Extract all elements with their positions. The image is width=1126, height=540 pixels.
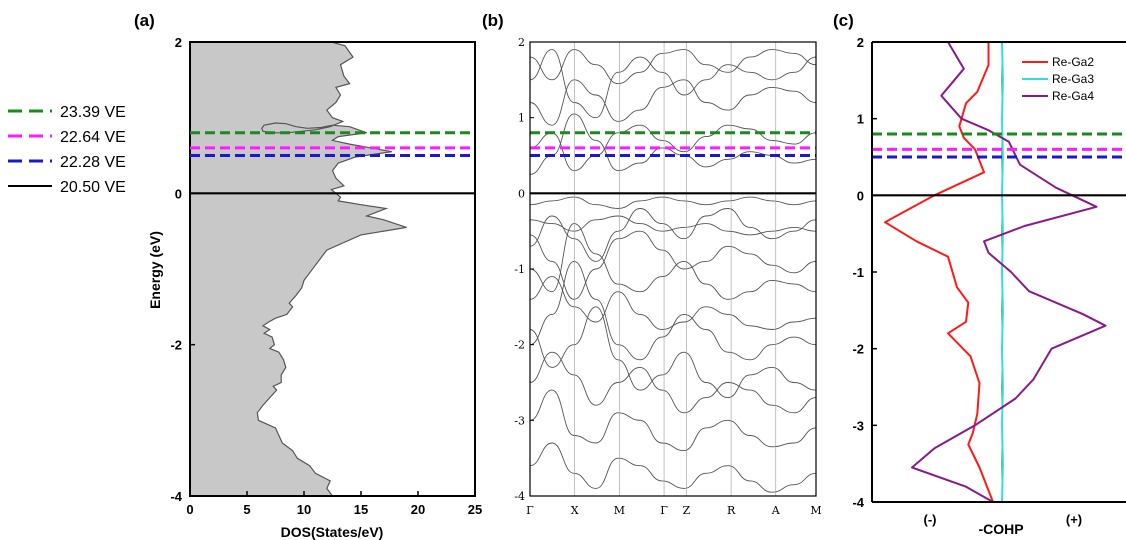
cohp-ytick-label: 2: [857, 35, 864, 50]
kpoint-label: M: [810, 504, 821, 517]
kpoint-label: X: [571, 504, 579, 517]
cohp-ytick-label: -3: [852, 418, 864, 433]
band-ytick-label: 2: [518, 36, 525, 49]
cohp-x-plus-label: (+): [1066, 512, 1082, 527]
kpoint-label: A: [771, 504, 781, 517]
band-line: [530, 124, 816, 172]
panel-label-b: (b): [482, 11, 504, 30]
band-ytick-label: -4: [514, 490, 525, 503]
band-line: [530, 49, 816, 119]
kpoint-label: Γ: [526, 504, 534, 517]
cohp-legend-label: Re-Ga3: [1052, 72, 1094, 86]
dos-frame: [189, 41, 476, 497]
panel-label-c: (c): [833, 11, 854, 30]
cohp-series-line: [884, 42, 994, 503]
band-line: [530, 260, 816, 361]
band-structure-panel: Γ X M Γ Z R A M -4 -3 -2 -1 0 1 2: [514, 36, 821, 517]
legend-label-0: 23.39 VE: [60, 104, 126, 121]
band-line: [530, 79, 816, 126]
dos-ytick-label: 2: [175, 35, 182, 50]
band-line: [530, 276, 816, 330]
legend-label-1: 22.64 VE: [60, 129, 126, 146]
kpoint-label: Γ: [660, 504, 668, 517]
kpoint-label: M: [614, 504, 625, 517]
cohp-series-line: [911, 41, 1107, 503]
band-ytick-label: -3: [514, 414, 525, 427]
cohp-xlabel: -COHP: [978, 521, 1023, 537]
band-line: [530, 230, 816, 300]
dos-xtick-label: 25: [468, 502, 482, 517]
band-ytick-label: -2: [514, 339, 525, 352]
band-ytick-label: 0: [518, 187, 525, 200]
band-ytick-label: -1: [514, 263, 525, 276]
dos-xtick-label: 10: [297, 502, 311, 517]
panel-label-a: (a): [134, 11, 155, 30]
dos-ytick-label: 0: [175, 186, 182, 201]
band-line: [530, 306, 816, 399]
cohp-ytick-label: -4: [852, 495, 864, 510]
band-frame: [529, 41, 817, 497]
band-ytick-label: 1: [518, 112, 525, 125]
dos-curve: [189, 41, 407, 497]
legend-label-3: 20.50 VE: [60, 179, 126, 196]
cohp-ytick-label: -1: [852, 265, 864, 280]
dos-panel: 0 5 10 15 20 25 -4 -2 0 2 DOS(States/eV) Energy (…: [147, 35, 482, 540]
band-lines: [530, 49, 816, 493]
band-line: [530, 196, 816, 209]
cohp-plot-area: -4 -3 -2 -1 0 1 2 Re-Ga2 Re-Ga3 Re-Ga4: [852, 35, 1126, 510]
dos-ylabel: Energy (eV): [147, 231, 163, 309]
cohp-legend-label: Re-Ga2: [1052, 55, 1094, 69]
band-line: [530, 113, 816, 175]
dos-xtick-label: 0: [186, 502, 193, 517]
band-line: [530, 208, 816, 262]
cohp-ytick-label: -2: [852, 342, 864, 357]
dos-xtick-label: 15: [354, 502, 368, 517]
dos-ytick-label: -2: [170, 338, 182, 353]
cohp-x-minus-label: (-): [924, 512, 937, 527]
band-line: [530, 351, 816, 414]
band-line: [530, 215, 816, 236]
dos-ytick-label: -4: [170, 489, 182, 504]
band-line: [530, 389, 816, 452]
band-line: [530, 49, 816, 85]
band-line: [530, 223, 816, 300]
energy-legend: 23.39 VE 22.64 VE 22.28 VE 20.50 VE: [8, 104, 126, 196]
cohp-ytick-label: 0: [857, 188, 864, 203]
legend-label-2: 22.28 VE: [60, 154, 126, 171]
cohp-ytick-label: 1: [857, 112, 864, 127]
dos-xtick-label: 5: [243, 502, 250, 517]
dos-xtick-label: 20: [411, 502, 425, 517]
cohp-legend-label: Re-Ga4: [1052, 89, 1094, 103]
band-plot-area: Γ X M Γ Z R A M -4 -3 -2 -1 0 1 2: [514, 36, 821, 517]
kpoint-label: Z: [683, 504, 691, 517]
band-line: [530, 442, 816, 493]
dos-plot-area: 0 5 10 15 20 25 -4 -2 0 2: [170, 35, 482, 517]
kpoint-label: R: [727, 504, 736, 517]
dos-xlabel: DOS(States/eV): [281, 524, 384, 540]
cohp-series-line: [1001, 41, 1004, 503]
